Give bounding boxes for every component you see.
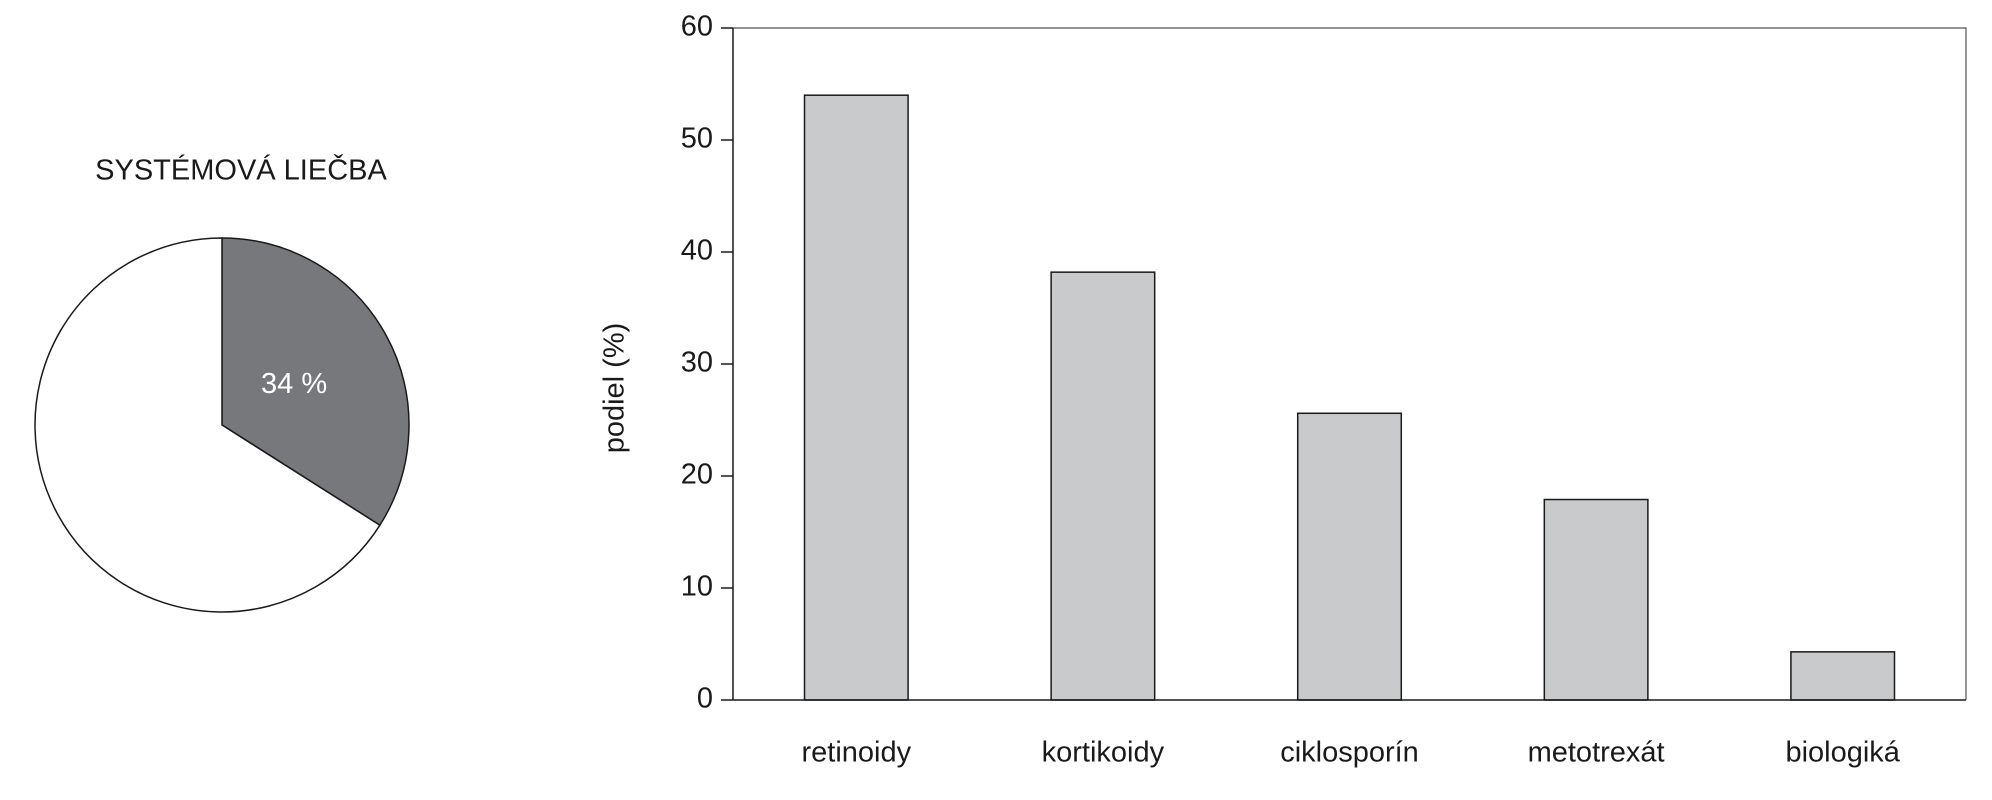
y-tick-label: 0 [697, 683, 713, 715]
bar [1543, 498, 1649, 701]
bar [803, 94, 909, 701]
y-tick-label: 30 [681, 347, 713, 379]
plot-frame [733, 27, 1967, 700]
y-tick-label: 10 [681, 571, 713, 603]
y-tick-label: 60 [681, 11, 713, 43]
x-tick-label: biologiká [1785, 737, 1900, 769]
y-tick-label: 50 [681, 123, 713, 155]
bar [1790, 651, 1896, 701]
x-tick-label: metotrexát [1528, 737, 1665, 769]
pie-slice [34, 237, 381, 613]
y-tick-label: 20 [681, 459, 713, 491]
slice-label: 34 % [261, 368, 327, 400]
y-tick-label: 40 [681, 235, 713, 267]
y-axis-label: podiel (%) [599, 323, 631, 454]
x-tick-label: retinoidy [801, 737, 911, 769]
x-tick-label: kortikoidy [1042, 737, 1165, 769]
pie-title: SYSTÉMOVÁ LIEČBA [95, 153, 387, 187]
pie-slice [221, 237, 410, 527]
x-tick-label: ciklosporín [1280, 737, 1419, 769]
bar [1050, 271, 1156, 701]
bar [1296, 412, 1403, 701]
